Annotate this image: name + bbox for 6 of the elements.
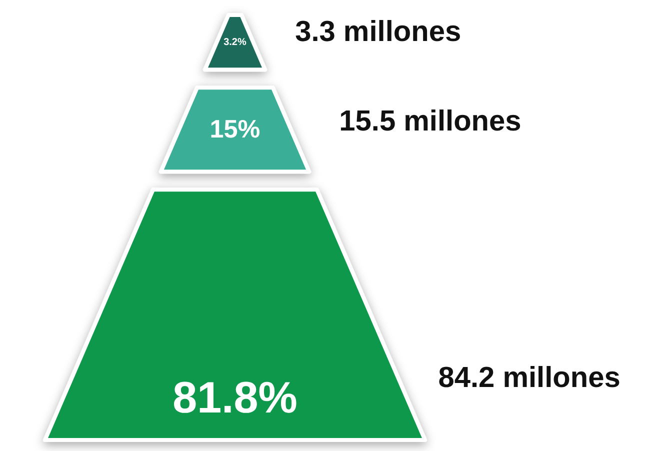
data-label: 81.8% (172, 374, 298, 422)
data-label: 15% (210, 116, 260, 144)
category-label: 84.2 millones (438, 362, 620, 394)
data-label: 3.2% (224, 36, 247, 48)
category-label: 3.3 millones (295, 16, 462, 48)
category-label: 15.5 millones (339, 106, 522, 138)
